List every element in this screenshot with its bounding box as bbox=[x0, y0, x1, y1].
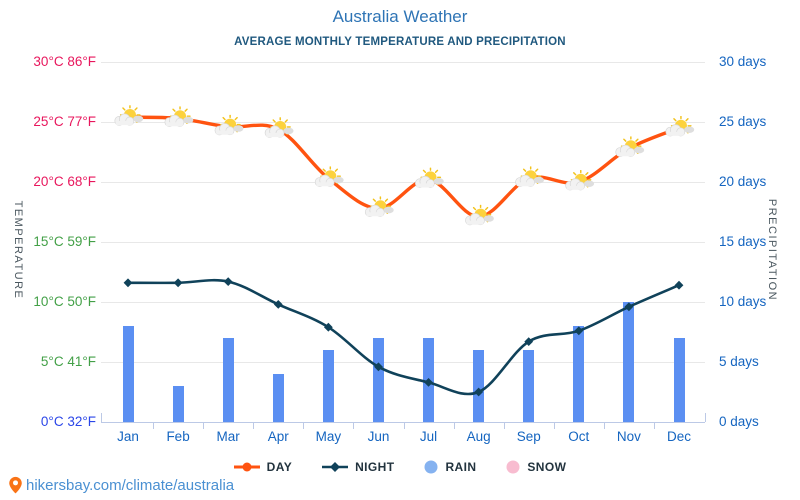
chart-subtitle: AVERAGE MONTHLY TEMPERATURE AND PRECIPIT… bbox=[234, 36, 566, 48]
legend-item-rain[interactable]: RAIN bbox=[424, 460, 476, 474]
x-axis-label: Jul bbox=[419, 429, 438, 444]
partly-cloudy-icon bbox=[414, 167, 445, 189]
rain-legend-marker-icon bbox=[424, 460, 438, 474]
right-axis-label: 20 days bbox=[719, 174, 767, 189]
x-axis-label: Sep bbox=[516, 429, 541, 444]
night-marker bbox=[223, 277, 233, 286]
night-marker bbox=[173, 278, 183, 288]
x-axis-label: Jun bbox=[367, 429, 390, 444]
footer-site-link[interactable]: hikersbay.com/climate/australia bbox=[26, 476, 235, 494]
x-axis-tick bbox=[303, 422, 305, 429]
rain-bar bbox=[122, 326, 134, 422]
partly-cloudy-icon bbox=[214, 114, 245, 136]
left-axis-title: TEMPERATURE bbox=[12, 200, 24, 300]
left-axis-label: 30°C 86°F bbox=[33, 54, 96, 69]
rain-bar bbox=[573, 326, 585, 422]
rain-bar bbox=[172, 386, 184, 422]
gridline bbox=[101, 62, 705, 63]
partly-cloudy-icon bbox=[564, 170, 595, 191]
snow-legend-marker-icon bbox=[506, 460, 520, 474]
x-axis-label: Feb bbox=[166, 429, 190, 444]
legend-item-day[interactable]: DAY bbox=[233, 460, 293, 474]
rain-bar bbox=[322, 350, 334, 422]
right-axis-label: 5 days bbox=[719, 354, 759, 369]
left-axis-label: 15°C 59°F bbox=[33, 234, 96, 249]
left-axis-label: 5°C 41°F bbox=[40, 354, 96, 369]
legend-label: SNOW bbox=[527, 460, 567, 474]
partly-cloudy-icon bbox=[364, 196, 395, 218]
legend-label: DAY bbox=[266, 460, 293, 474]
legend-label: NIGHT bbox=[355, 460, 395, 474]
left-axis-label: 25°C 77°F bbox=[33, 114, 96, 129]
rain-bar bbox=[423, 338, 435, 422]
night-line bbox=[127, 278, 680, 396]
gridline bbox=[101, 122, 705, 123]
x-axis-line bbox=[101, 422, 705, 423]
partly-cloudy-icon bbox=[164, 106, 195, 128]
rain-bar bbox=[523, 350, 535, 422]
day-line bbox=[127, 115, 680, 219]
gridline bbox=[101, 242, 705, 243]
axis-end-stub bbox=[705, 413, 706, 422]
day-legend-marker-icon bbox=[233, 461, 260, 473]
x-axis-label: Jan bbox=[117, 429, 139, 444]
x-axis-label: Aug bbox=[466, 429, 491, 444]
rain-bar bbox=[372, 338, 384, 422]
x-axis-tick bbox=[353, 422, 355, 429]
rain-bar bbox=[473, 350, 485, 422]
x-axis-tick bbox=[203, 422, 205, 429]
partly-cloudy-icon bbox=[614, 136, 645, 158]
rain-bar bbox=[673, 338, 685, 422]
location-pin-icon bbox=[8, 476, 23, 494]
axis-end-stub bbox=[101, 413, 102, 422]
left-axis-label: 0°C 32°F bbox=[40, 414, 96, 429]
night-marker bbox=[674, 280, 684, 290]
x-axis-label: Dec bbox=[666, 429, 691, 444]
x-axis-label: Nov bbox=[616, 429, 641, 444]
x-axis-tick bbox=[453, 422, 455, 429]
right-axis-label: 15 days bbox=[719, 234, 767, 249]
partly-cloudy-icon bbox=[665, 116, 695, 137]
gridline bbox=[101, 362, 705, 363]
right-axis-label: 10 days bbox=[719, 294, 767, 309]
partly-cloudy-icon bbox=[314, 166, 345, 188]
x-axis-label: May bbox=[315, 429, 342, 444]
legend-item-night[interactable]: NIGHT bbox=[322, 460, 394, 474]
x-axis-label: Mar bbox=[216, 429, 240, 444]
partly-cloudy-icon bbox=[464, 204, 495, 226]
right-axis-title: PRECIPITATION bbox=[766, 198, 778, 302]
night-legend-marker-icon bbox=[322, 461, 349, 473]
right-axis-label: 30 days bbox=[719, 54, 767, 69]
footer: hikersbay.com/climate/australia bbox=[8, 476, 234, 494]
x-axis-tick bbox=[553, 422, 555, 429]
x-axis-tick bbox=[153, 422, 155, 429]
gridline bbox=[101, 302, 705, 303]
x-axis-tick bbox=[253, 422, 255, 429]
page-title: Australia Weather bbox=[332, 7, 468, 26]
right-axis-label: 25 days bbox=[719, 114, 767, 129]
right-axis-label: 0 days bbox=[719, 414, 759, 429]
x-axis-tick bbox=[503, 422, 505, 429]
rain-bar bbox=[222, 338, 234, 422]
night-marker bbox=[323, 322, 333, 332]
night-marker bbox=[524, 337, 534, 346]
x-axis-tick bbox=[603, 422, 605, 429]
chart-legend: DAY NIGHT RAIN SNOW bbox=[0, 460, 800, 474]
gridline bbox=[101, 182, 705, 183]
left-axis-label: 20°C 68°F bbox=[33, 174, 96, 189]
partly-cloudy-icon bbox=[514, 166, 545, 188]
night-marker bbox=[123, 278, 133, 288]
x-axis-label: Oct bbox=[568, 429, 590, 444]
x-axis-tick bbox=[403, 422, 405, 429]
x-axis-label: Apr bbox=[267, 429, 289, 444]
rain-bar bbox=[623, 302, 635, 422]
rain-bar bbox=[272, 374, 284, 422]
partly-cloudy-icon bbox=[264, 117, 295, 139]
legend-label: RAIN bbox=[445, 460, 477, 474]
x-axis-tick bbox=[653, 422, 655, 429]
left-axis-label: 10°C 50°F bbox=[33, 294, 96, 309]
legend-item-snow[interactable]: SNOW bbox=[506, 460, 566, 474]
